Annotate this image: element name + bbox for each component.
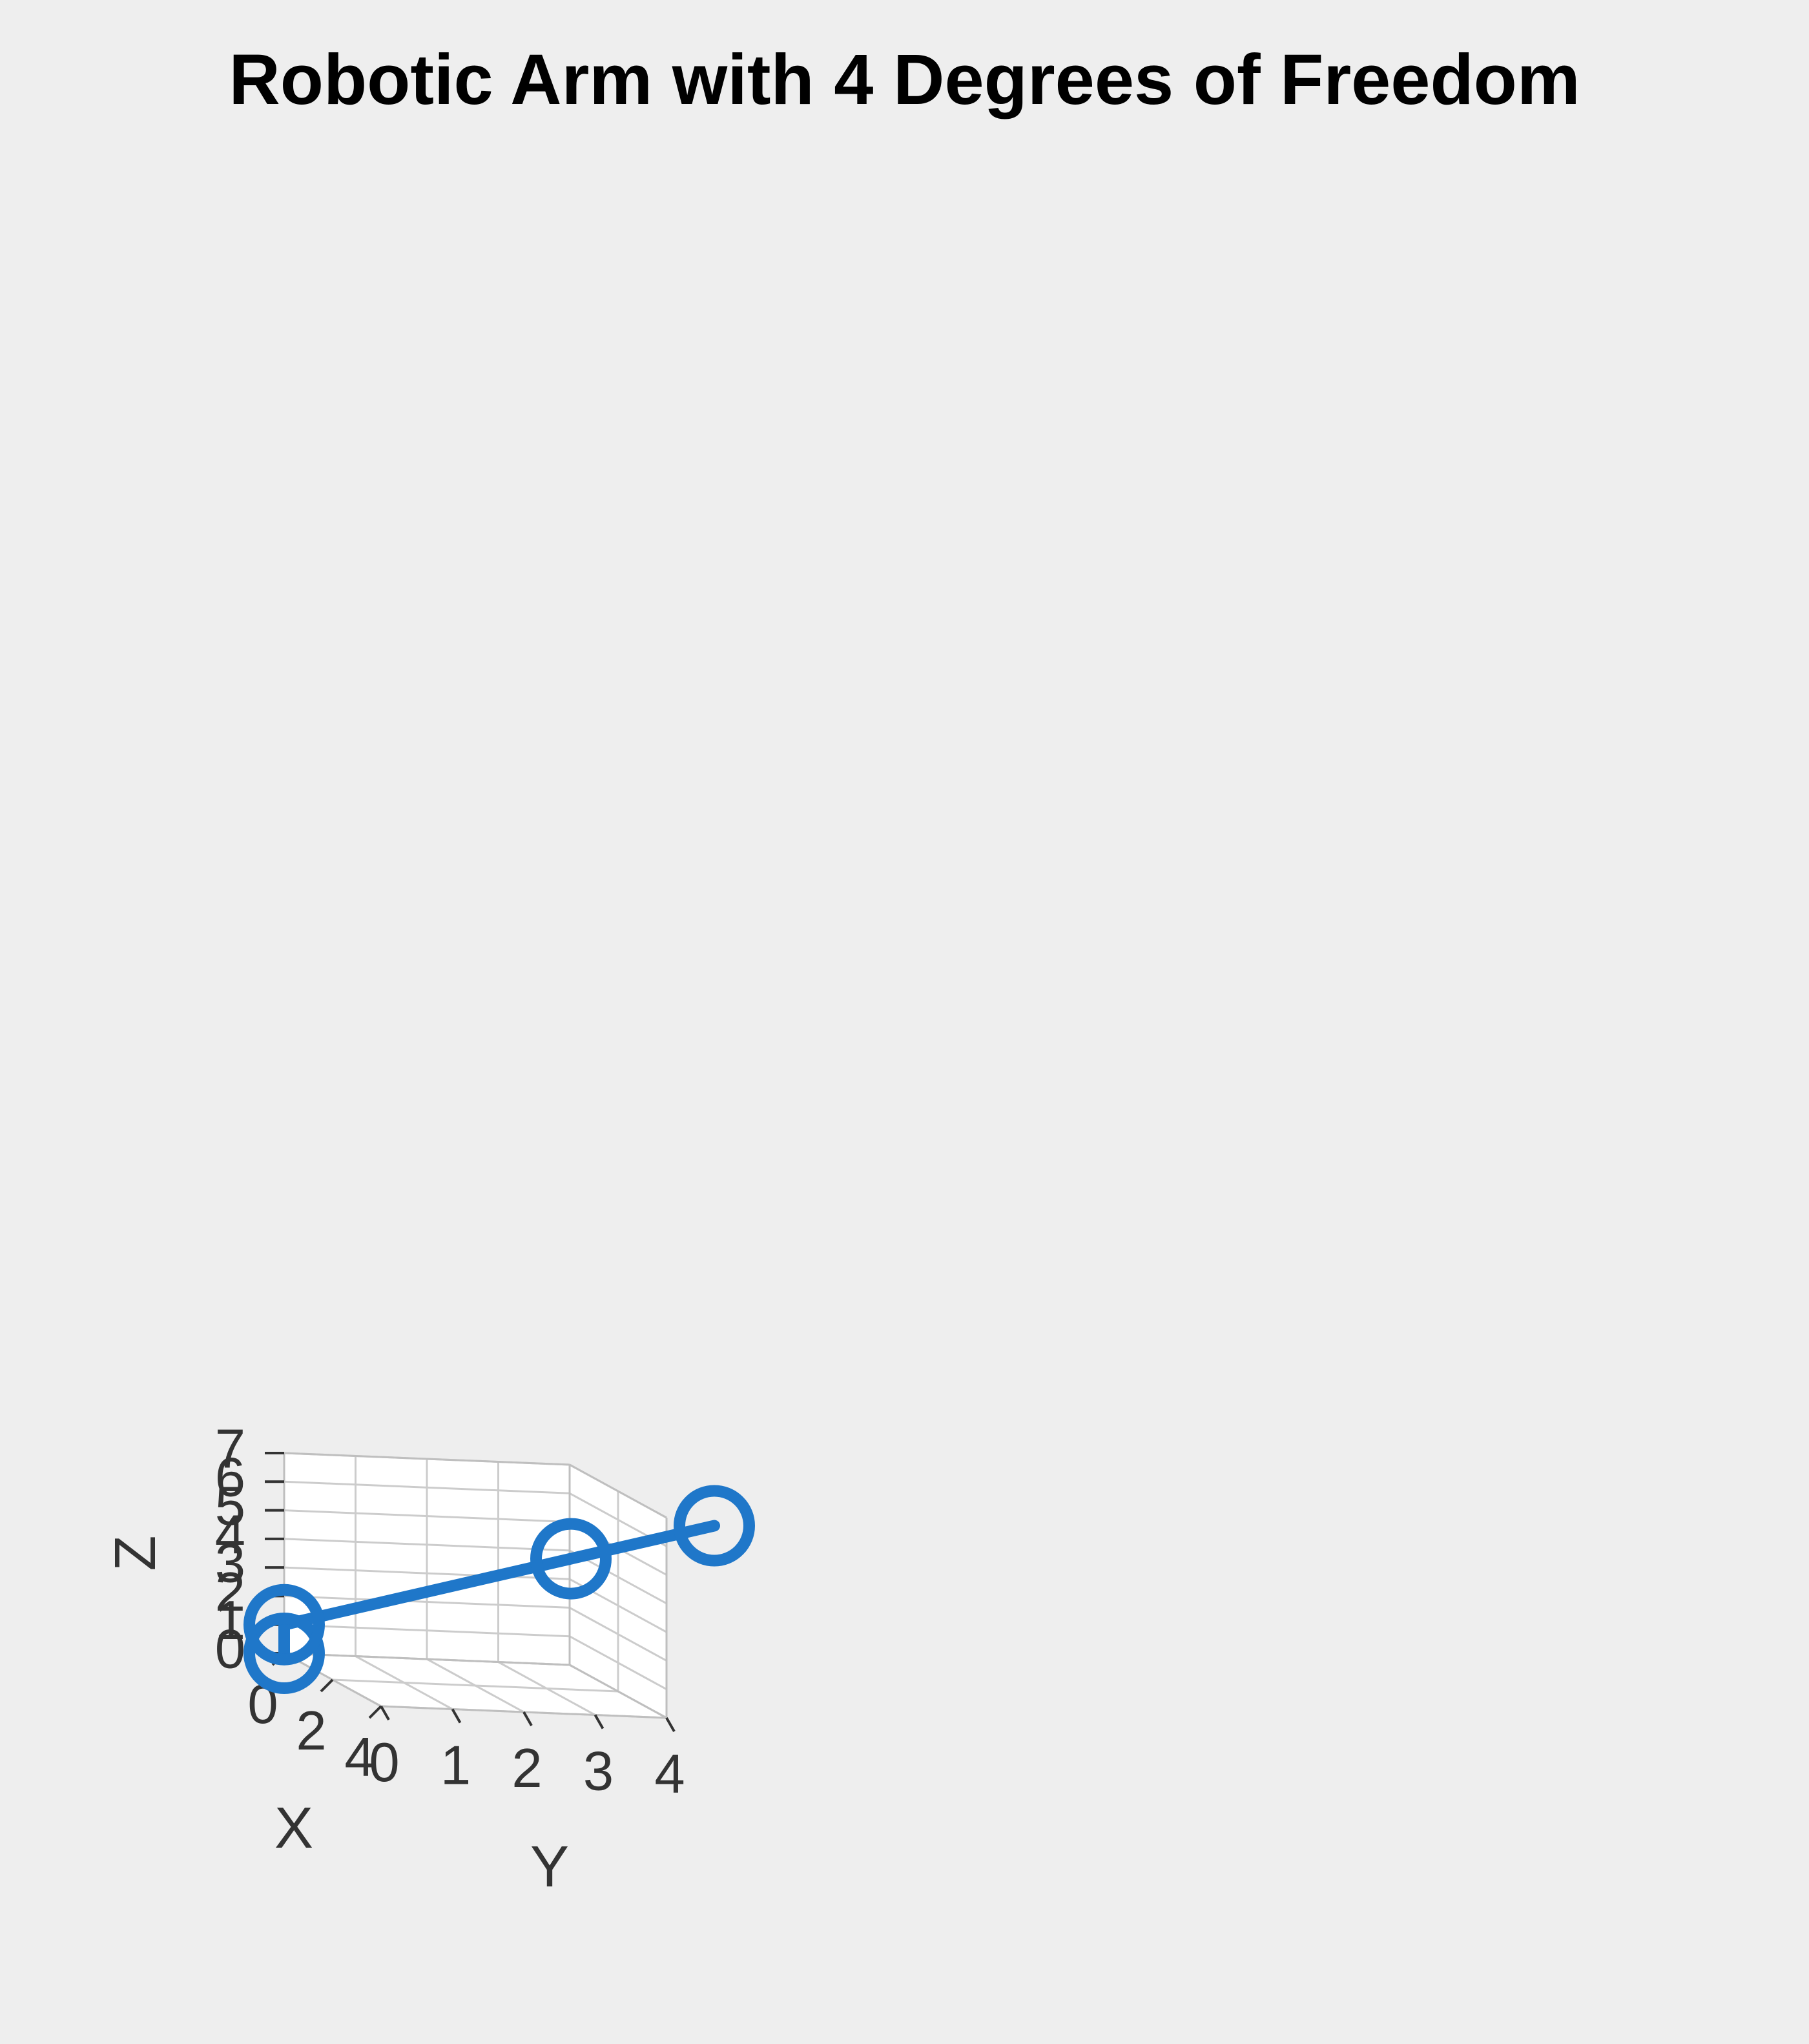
svg-text:7: 7 — [215, 1418, 245, 1480]
joint-marker — [679, 1491, 749, 1561]
svg-text:2: 2 — [512, 1738, 542, 1799]
svg-text:X: X — [274, 1796, 313, 1861]
joint-marker — [536, 1524, 606, 1594]
figure: Robotic Arm with 4 Degrees of Freedom 01… — [0, 0, 1809, 2044]
svg-text:2: 2 — [296, 1700, 326, 1762]
svg-text:3: 3 — [583, 1741, 614, 1802]
joint-marker — [249, 1590, 319, 1660]
svg-text:Y: Y — [530, 1835, 569, 1899]
svg-text:4: 4 — [654, 1744, 685, 1805]
svg-text:0: 0 — [369, 1732, 399, 1793]
plot-3d: 01234567Z024X01234Y — [0, 0, 1809, 2044]
svg-text:1: 1 — [440, 1735, 471, 1797]
svg-text:Z: Z — [103, 1536, 168, 1571]
